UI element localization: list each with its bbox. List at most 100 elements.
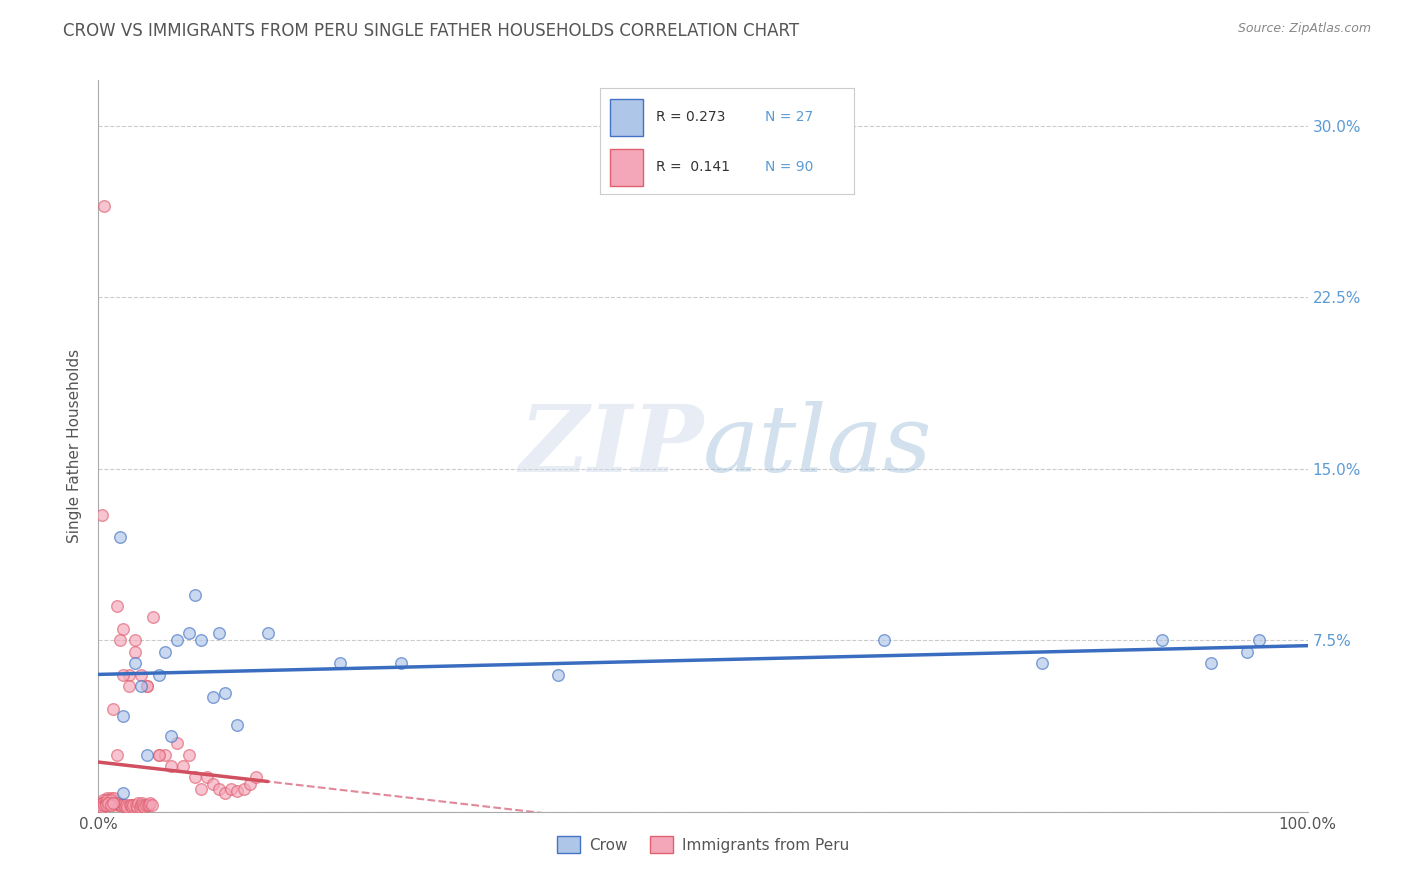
Point — [101, 796, 124, 810]
Point — [389, 656, 412, 670]
Point — [134, 800, 156, 814]
Point — [190, 633, 212, 648]
Point — [91, 800, 114, 814]
Point — [94, 797, 117, 812]
Point — [110, 797, 132, 812]
Point — [179, 747, 201, 762]
Point — [208, 626, 231, 640]
Point — [142, 610, 165, 624]
Point — [1236, 645, 1258, 659]
Text: atlas: atlas — [703, 401, 932, 491]
Point — [160, 759, 183, 773]
Point — [135, 797, 157, 812]
Point — [93, 797, 115, 812]
Point — [226, 718, 249, 732]
Point — [129, 679, 152, 693]
Text: CROW VS IMMIGRANTS FROM PERU SINGLE FATHER HOUSEHOLDS CORRELATION CHART: CROW VS IMMIGRANTS FROM PERU SINGLE FATH… — [63, 22, 800, 40]
Point — [100, 796, 122, 810]
Point — [96, 793, 118, 807]
Point — [873, 633, 896, 648]
Point — [91, 797, 114, 812]
Point — [105, 599, 128, 613]
Point — [91, 796, 114, 810]
Point — [105, 747, 128, 762]
Point — [94, 793, 117, 807]
Point — [93, 199, 115, 213]
Point — [166, 736, 188, 750]
Point — [108, 797, 131, 812]
Point — [214, 787, 236, 801]
Point — [96, 791, 118, 805]
Point — [195, 771, 218, 785]
Point — [111, 708, 134, 723]
Point — [118, 797, 141, 812]
Point — [202, 690, 225, 705]
Point — [148, 747, 170, 762]
Point — [97, 797, 120, 812]
Point — [190, 781, 212, 796]
Point — [221, 781, 243, 796]
Point — [128, 800, 150, 814]
Point — [153, 645, 176, 659]
Point — [256, 626, 278, 640]
Point — [100, 797, 122, 812]
Point — [108, 530, 131, 544]
Point — [103, 791, 125, 805]
Point — [108, 796, 131, 810]
Point — [184, 771, 207, 785]
Point — [179, 626, 201, 640]
Point — [136, 797, 159, 812]
Point — [91, 796, 114, 810]
Point — [135, 679, 157, 693]
Point — [111, 667, 134, 681]
Point — [91, 797, 114, 812]
Point — [125, 797, 148, 812]
Point — [1152, 633, 1174, 648]
Point — [124, 633, 146, 648]
Point — [94, 796, 117, 810]
Point — [1031, 656, 1053, 670]
Point — [91, 797, 114, 812]
Point — [111, 787, 134, 801]
Point — [114, 800, 136, 814]
Y-axis label: Single Father Households: Single Father Households — [67, 349, 83, 543]
Text: ZIP: ZIP — [519, 401, 703, 491]
Point — [98, 796, 121, 810]
Point — [129, 797, 152, 812]
Point — [226, 784, 249, 798]
Point — [112, 797, 135, 812]
Point — [107, 797, 129, 812]
Point — [202, 777, 225, 791]
Point — [108, 633, 131, 648]
Point — [120, 797, 142, 812]
Point — [121, 800, 143, 814]
Point — [90, 796, 112, 810]
Point — [245, 771, 267, 785]
Point — [118, 679, 141, 693]
Point — [148, 747, 170, 762]
Point — [184, 588, 207, 602]
Point — [135, 679, 157, 693]
Point — [139, 796, 162, 810]
Point — [124, 656, 146, 670]
Point — [160, 729, 183, 743]
Point — [118, 667, 141, 681]
Point — [127, 796, 149, 810]
Point — [115, 797, 138, 812]
Point — [148, 667, 170, 681]
Point — [100, 793, 122, 807]
Point — [98, 793, 121, 807]
Point — [97, 796, 120, 810]
Point — [547, 667, 569, 681]
Point — [232, 781, 254, 796]
Point — [111, 622, 134, 636]
Point — [153, 747, 176, 762]
Point — [100, 791, 122, 805]
Point — [138, 797, 160, 812]
Point — [239, 777, 262, 791]
Point — [329, 656, 352, 670]
Point — [172, 759, 194, 773]
Point — [91, 797, 114, 812]
Point — [101, 796, 124, 810]
Point — [91, 508, 114, 522]
